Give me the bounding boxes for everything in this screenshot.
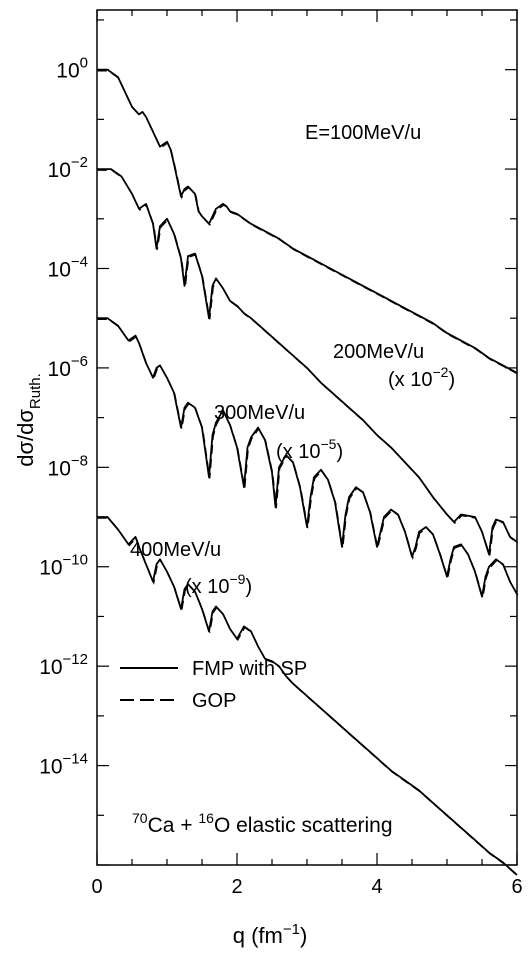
legend: FMP with SP GOP <box>120 658 307 712</box>
legend-label-gop: GOP <box>192 690 236 712</box>
legend-label-fmp: FMP with SP <box>192 658 307 680</box>
y-tick-label: 10−4 <box>48 253 88 281</box>
series-2-fmp-line <box>97 317 518 598</box>
x-tick-label: 0 <box>91 876 102 898</box>
y-tick-label: 10−10 <box>39 552 88 580</box>
y-axis-label: dσ/dσRuth. <box>13 373 44 467</box>
scale-300mev: (x 10−5) <box>276 436 343 463</box>
reaction-label: 70Ca + 16O elastic scattering <box>132 810 393 837</box>
label-400mev: 400MeV/u <box>130 539 221 561</box>
scale-400mev: (x 10−9) <box>185 571 252 598</box>
scale-200mev: (x 10−2) <box>388 364 455 391</box>
y-ticks: 100 10−2 10−4 10−6 10−8 10−10 10−12 10−14 <box>39 19 517 866</box>
series-2-gop-line <box>97 318 519 598</box>
series-0-fmp-line <box>97 68 518 374</box>
x-axis-label: q (fm−1) <box>233 921 308 948</box>
label-100mev: E=100MeV/u <box>305 122 421 144</box>
series-0-gop-line <box>97 70 519 375</box>
y-tick-label: 10−2 <box>48 154 88 182</box>
x-tick-label: 6 <box>511 876 522 898</box>
label-200mev: 200MeV/u <box>333 341 424 363</box>
series-3-fmp-line <box>97 516 518 876</box>
series-1-fmp-line <box>97 168 518 556</box>
series-1-gop-line <box>97 169 519 556</box>
series-3-gop-line <box>97 517 519 877</box>
curves-layer <box>97 68 519 877</box>
x-tick-label: 2 <box>231 876 242 898</box>
x-ticks: 0 2 4 6 <box>91 10 523 898</box>
y-tick-label: 10−14 <box>39 751 88 779</box>
label-300mev: 300MeV/u <box>214 402 305 424</box>
x-tick-label: 4 <box>371 876 382 898</box>
y-tick-label: 10−6 <box>48 353 88 381</box>
y-tick-label: 10−8 <box>48 452 88 480</box>
y-tick-label: 100 <box>56 55 88 83</box>
y-tick-label: 10−12 <box>39 651 88 679</box>
